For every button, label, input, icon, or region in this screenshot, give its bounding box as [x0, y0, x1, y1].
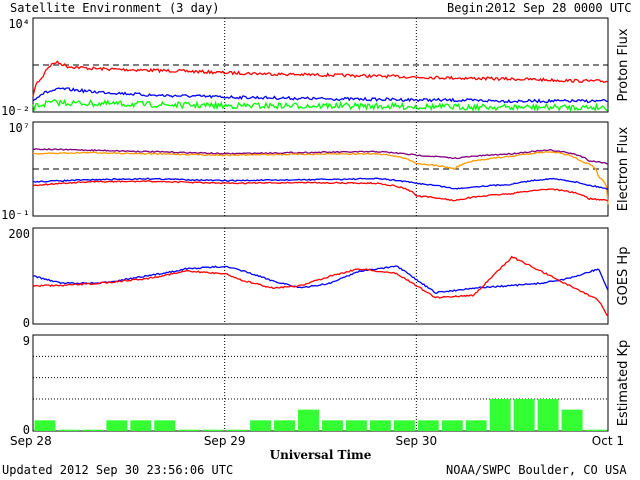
kp-bar	[369, 420, 391, 431]
kp-bar	[250, 420, 272, 431]
kp-bar	[417, 420, 439, 431]
y-tick-label: 10⁻¹	[1, 208, 30, 222]
kp-bar	[154, 420, 176, 431]
kp-bar	[130, 420, 152, 431]
y-tick-label: 0	[23, 423, 30, 437]
kp-bar	[513, 399, 535, 431]
kp-bar	[561, 409, 583, 431]
y-tick-label: 10⁻²	[1, 104, 30, 118]
kp-bar	[489, 399, 511, 431]
begin-label: Begin:	[447, 1, 491, 15]
kp-bar	[441, 420, 463, 431]
credit-label: NOAA/SWPC Boulder, CO USA	[446, 463, 627, 477]
kp-bar	[178, 429, 200, 431]
kp-bar	[226, 429, 248, 431]
electron-series-orange	[32, 150, 609, 205]
y-tick-label: 0	[23, 316, 30, 330]
electron-series-red	[32, 180, 609, 202]
hp-series-red	[32, 255, 609, 317]
x-axis-label: Universal Time	[270, 448, 372, 462]
x-tick-label: Sep 29	[204, 434, 246, 448]
y-axis-label: Estimated Kp	[616, 340, 631, 427]
x-tick-label: Oct 1	[592, 434, 624, 448]
kp-bar	[202, 429, 224, 431]
proton-series-green	[32, 98, 609, 113]
hp-series-blue	[32, 265, 609, 294]
y-tick-label: 9	[23, 334, 30, 348]
kp-bar	[345, 420, 367, 431]
proton-series-blue	[32, 87, 609, 104]
y-axis-label: Electron Flux	[616, 126, 631, 211]
y-tick-label: 10⁴	[8, 17, 30, 31]
x-tick-label: Sep 28	[10, 434, 52, 448]
updated-timestamp: Updated 2012 Sep 30 23:56:06 UTC	[2, 463, 234, 477]
kp-bar	[322, 420, 343, 431]
kp-bar	[106, 420, 128, 431]
y-axis-label: Proton Flux	[616, 28, 631, 101]
panel-frame	[32, 334, 609, 432]
x-tick-label: Sep 30	[395, 434, 437, 448]
y-tick-label: 200	[8, 227, 30, 241]
kp-bar	[393, 420, 415, 431]
kp-bar	[58, 429, 80, 431]
kp-bar	[298, 409, 319, 431]
y-tick-label: 10⁷	[8, 121, 30, 135]
electron-series-purple	[32, 147, 608, 165]
kp-bar	[274, 420, 296, 431]
begin-value: 2012 Sep 28 0000 UTC	[487, 1, 632, 15]
chart-title: Satellite Environment (3 day)	[10, 1, 220, 15]
kp-bar	[82, 429, 104, 431]
kp-bar	[585, 429, 607, 431]
kp-bar	[465, 420, 487, 431]
kp-bar	[34, 420, 56, 431]
electron-series-blue	[32, 177, 609, 190]
proton-series-red	[32, 60, 609, 97]
kp-bar	[537, 399, 559, 431]
y-axis-label: GOES Hp	[616, 247, 631, 306]
panel-frame	[32, 121, 609, 217]
panel-frame	[32, 227, 609, 325]
